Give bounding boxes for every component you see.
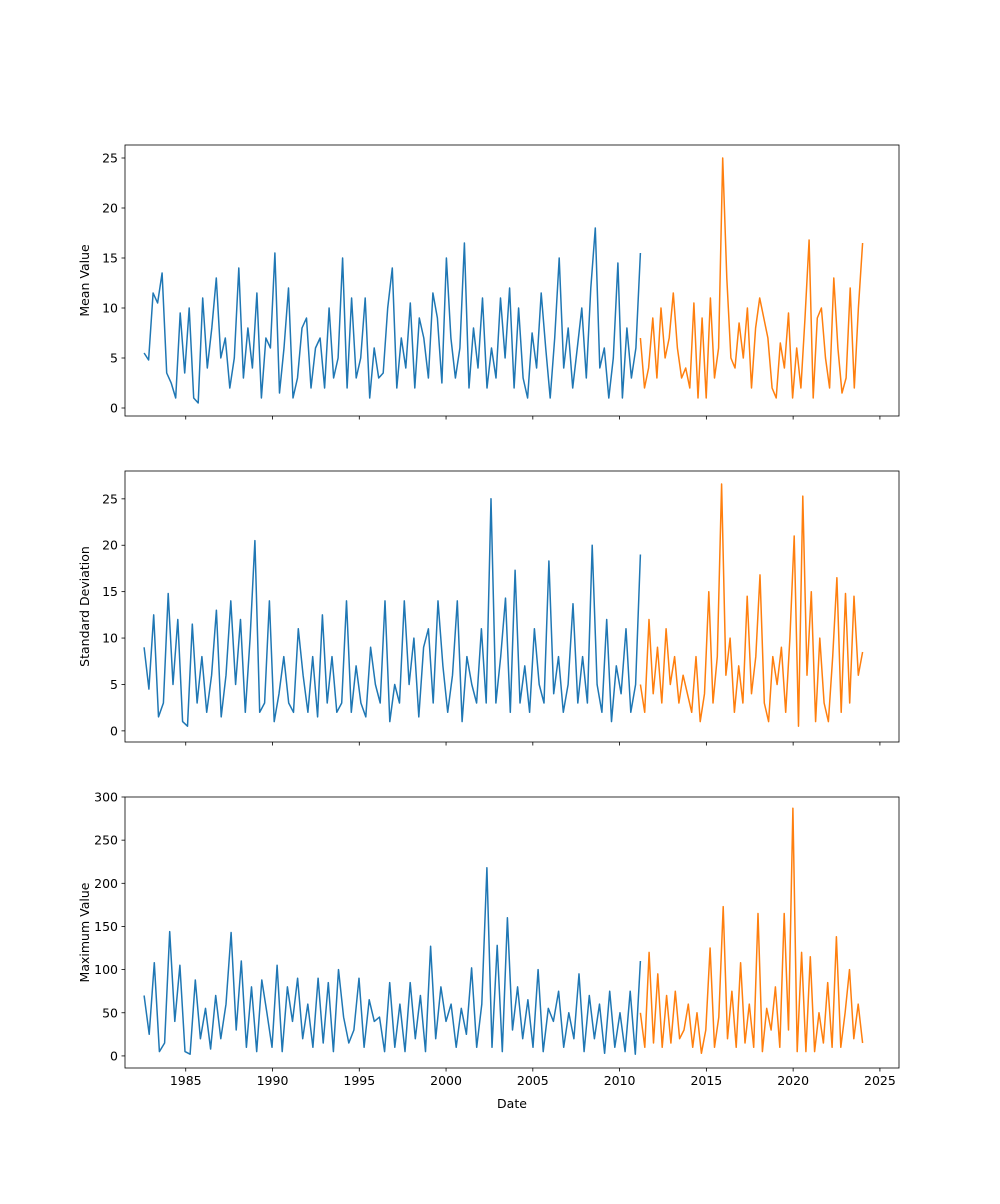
y-axis-label: Maximum Value <box>77 882 92 982</box>
y-tick-label: 20 <box>102 538 118 553</box>
y-axis-label: Standard Deviation <box>77 546 92 667</box>
series-line-historical <box>143 498 642 727</box>
axes-frame <box>124 144 900 417</box>
x-tick-label: 2015 <box>690 1073 722 1088</box>
x-tick-label: 1995 <box>343 1073 375 1088</box>
y-tick-label: 0 <box>110 723 118 738</box>
y-tick-label: 250 <box>94 833 118 848</box>
y-tick-label: 25 <box>102 491 118 506</box>
series-line-recent <box>639 157 864 399</box>
x-tick-label: 2000 <box>430 1073 462 1088</box>
y-tick-label: 300 <box>94 790 118 805</box>
y-tick-label: 50 <box>102 1005 118 1020</box>
axes-frame <box>124 470 900 743</box>
x-tick-label: 1985 <box>170 1073 202 1088</box>
y-tick-label: 5 <box>110 677 118 692</box>
x-tick-label: 2025 <box>864 1073 896 1088</box>
series-line-historical <box>143 227 642 404</box>
x-tick-label: 2005 <box>517 1073 549 1088</box>
y-tick-label: 5 <box>110 351 118 366</box>
x-axis-label: Date <box>497 1096 527 1111</box>
y-tick-label: 200 <box>94 876 118 891</box>
y-tick-label: 10 <box>102 301 118 316</box>
subplot-1: 0 5 10 15 20 25 Mean Value <box>77 144 900 420</box>
series-line-recent <box>639 483 864 727</box>
subplot-3: 0 50 100 150 200 250 300 1985 1990 1995 2000 2005 20… <box>77 790 900 1088</box>
y-tick-label: 0 <box>110 401 118 416</box>
y-tick-label: 10 <box>102 631 118 646</box>
axes-frame <box>124 796 900 1069</box>
y-axis-label: Mean Value <box>77 244 92 317</box>
subplot-2: 0 5 10 15 20 25 Standard Deviation <box>77 470 900 746</box>
y-tick-label: 100 <box>94 962 118 977</box>
y-tick-label: 20 <box>102 201 118 216</box>
y-tick-label: 15 <box>102 251 118 266</box>
y-tick-label: 150 <box>94 919 118 934</box>
y-tick-label: 15 <box>102 584 118 599</box>
x-tick-label: 1990 <box>257 1073 289 1088</box>
series-line-historical <box>143 867 642 1055</box>
y-tick-label: 25 <box>102 151 118 166</box>
series-line-recent <box>639 807 864 1055</box>
x-tick-label: 2010 <box>604 1073 636 1088</box>
y-tick-label: 0 <box>110 1048 118 1063</box>
x-tick-label: 2020 <box>777 1073 809 1088</box>
